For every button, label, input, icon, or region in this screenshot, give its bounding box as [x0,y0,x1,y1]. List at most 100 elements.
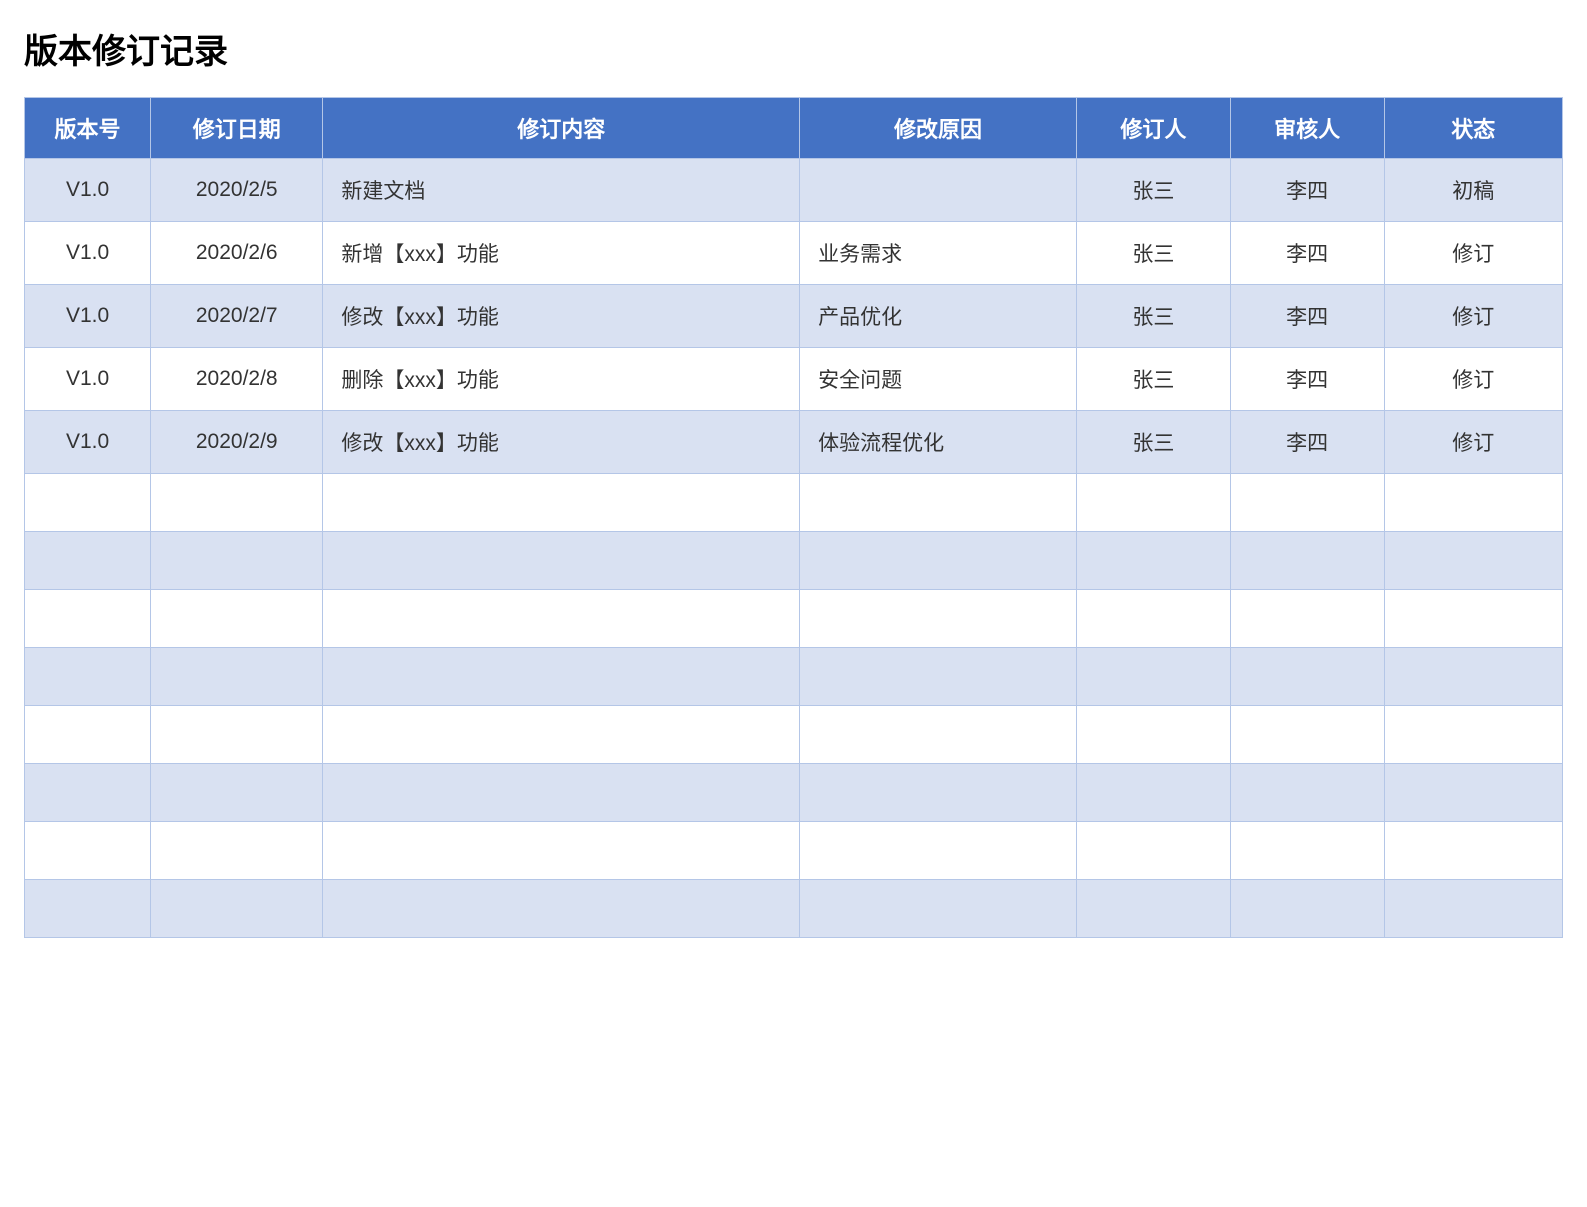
cell-status: 修订 [1384,285,1562,348]
cell-content: 修改【xxx】功能 [323,411,800,474]
cell-reason [800,474,1077,532]
cell-date [151,532,323,590]
cell-editor [1076,706,1230,764]
cell-content [323,706,800,764]
cell-content: 新增【xxx】功能 [323,222,800,285]
cell-reason [800,706,1077,764]
cell-status [1384,822,1562,880]
cell-content [323,880,800,938]
cell-version [25,822,151,880]
table-row: V1.0 2020/2/6 新增【xxx】功能 业务需求 张三 李四 修订 [25,222,1563,285]
cell-reason: 安全问题 [800,348,1077,411]
revision-table: 版本号 修订日期 修订内容 修改原因 修订人 审核人 状态 V1.0 2020/… [24,97,1563,938]
cell-content: 删除【xxx】功能 [323,348,800,411]
cell-content [323,764,800,822]
cell-reason: 体验流程优化 [800,411,1077,474]
page-title: 版本修订记录 [24,24,1563,73]
cell-status: 修订 [1384,222,1562,285]
cell-status: 初稿 [1384,159,1562,222]
col-header-content: 修订内容 [323,98,800,159]
cell-editor [1076,474,1230,532]
revision-table-body: V1.0 2020/2/5 新建文档 张三 李四 初稿 V1.0 2020/2/… [25,159,1563,938]
cell-date: 2020/2/7 [151,285,323,348]
cell-editor [1076,764,1230,822]
cell-date: 2020/2/9 [151,411,323,474]
cell-date: 2020/2/5 [151,159,323,222]
cell-status: 修订 [1384,411,1562,474]
cell-content [323,822,800,880]
cell-date [151,590,323,648]
cell-version: V1.0 [25,159,151,222]
cell-editor [1076,880,1230,938]
cell-reviewer: 李四 [1230,159,1384,222]
cell-editor: 张三 [1076,285,1230,348]
table-row [25,764,1563,822]
cell-status [1384,764,1562,822]
cell-reviewer: 李四 [1230,411,1384,474]
cell-status [1384,648,1562,706]
cell-reviewer: 李四 [1230,285,1384,348]
col-header-editor: 修订人 [1076,98,1230,159]
cell-reviewer [1230,764,1384,822]
cell-editor [1076,822,1230,880]
cell-editor: 张三 [1076,411,1230,474]
table-row [25,706,1563,764]
table-row: V1.0 2020/2/9 修改【xxx】功能 体验流程优化 张三 李四 修订 [25,411,1563,474]
cell-status [1384,532,1562,590]
table-row: V1.0 2020/2/8 删除【xxx】功能 安全问题 张三 李四 修订 [25,348,1563,411]
cell-date [151,764,323,822]
cell-date [151,822,323,880]
table-row [25,590,1563,648]
cell-date [151,706,323,764]
cell-reviewer [1230,880,1384,938]
cell-editor: 张三 [1076,159,1230,222]
table-header-row: 版本号 修订日期 修订内容 修改原因 修订人 审核人 状态 [25,98,1563,159]
table-row: V1.0 2020/2/5 新建文档 张三 李四 初稿 [25,159,1563,222]
cell-reason [800,880,1077,938]
cell-editor [1076,532,1230,590]
cell-reviewer [1230,822,1384,880]
cell-version: V1.0 [25,348,151,411]
cell-date [151,880,323,938]
cell-reviewer [1230,532,1384,590]
cell-version [25,474,151,532]
cell-version [25,590,151,648]
cell-content: 新建文档 [323,159,800,222]
cell-version: V1.0 [25,222,151,285]
cell-content [323,532,800,590]
cell-reason [800,532,1077,590]
cell-reason [800,590,1077,648]
col-header-status: 状态 [1384,98,1562,159]
cell-version [25,706,151,764]
table-row [25,822,1563,880]
cell-editor: 张三 [1076,222,1230,285]
cell-date [151,648,323,706]
cell-reason: 产品优化 [800,285,1077,348]
table-row [25,474,1563,532]
cell-date [151,474,323,532]
cell-editor [1076,648,1230,706]
cell-reviewer [1230,648,1384,706]
col-header-reviewer: 审核人 [1230,98,1384,159]
cell-content: 修改【xxx】功能 [323,285,800,348]
cell-reviewer: 李四 [1230,348,1384,411]
cell-version: V1.0 [25,285,151,348]
cell-content [323,590,800,648]
cell-date: 2020/2/8 [151,348,323,411]
table-row [25,648,1563,706]
cell-version [25,648,151,706]
table-row: V1.0 2020/2/7 修改【xxx】功能 产品优化 张三 李四 修订 [25,285,1563,348]
cell-reviewer [1230,590,1384,648]
cell-status [1384,474,1562,532]
cell-content [323,648,800,706]
cell-reason [800,764,1077,822]
cell-status [1384,880,1562,938]
cell-version [25,764,151,822]
cell-editor: 张三 [1076,348,1230,411]
cell-reviewer: 李四 [1230,222,1384,285]
table-row [25,532,1563,590]
table-row [25,880,1563,938]
cell-reason [800,159,1077,222]
cell-status [1384,706,1562,764]
cell-date: 2020/2/6 [151,222,323,285]
